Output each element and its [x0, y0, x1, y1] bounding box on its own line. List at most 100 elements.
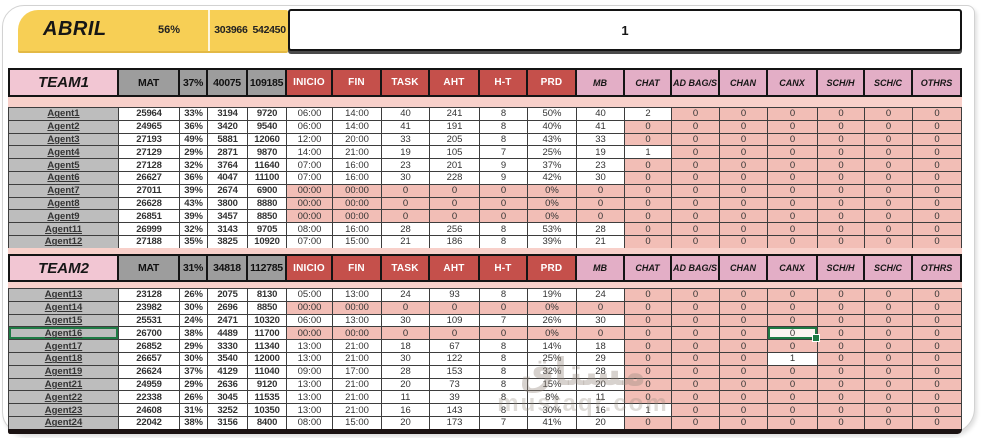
table-cell[interactable]: 0 — [913, 314, 962, 328]
table-cell[interactable]: 0 — [913, 327, 962, 341]
table-cell[interactable]: 13:00 — [333, 314, 382, 328]
table-cell[interactable]: 00:00 — [333, 184, 382, 198]
table-cell[interactable]: 43% — [528, 133, 577, 147]
table-cell[interactable]: 26657 — [119, 352, 180, 366]
table-cell[interactable]: 4489 — [208, 327, 248, 341]
table-cell[interactable]: 09:00 — [287, 365, 333, 379]
table-cell[interactable]: 21:00 — [333, 404, 382, 417]
table-cell[interactable]: 00:00 — [287, 327, 333, 341]
table-cell[interactable]: 0 — [672, 314, 720, 328]
table-cell[interactable]: 0 — [865, 289, 913, 302]
table-cell[interactable]: 0 — [818, 378, 865, 392]
agent-link[interactable]: Agent6 — [8, 171, 119, 185]
table-cell[interactable]: 5881 — [208, 133, 248, 147]
table-cell[interactable]: 0 — [720, 365, 768, 379]
table-cell[interactable]: 0 — [768, 197, 818, 211]
table-cell[interactable]: 2674 — [208, 184, 248, 198]
table-cell[interactable]: 0 — [720, 146, 768, 160]
column-header-fin[interactable]: FIN — [333, 68, 382, 97]
table-cell[interactable]: 53% — [528, 223, 577, 236]
table-cell[interactable]: 1 — [768, 352, 818, 366]
table-cell[interactable]: 241 — [430, 108, 480, 121]
table-cell[interactable]: 0 — [818, 159, 865, 172]
table-cell[interactable]: 00:00 — [287, 210, 333, 224]
table-cell[interactable]: 32% — [180, 223, 208, 236]
table-cell[interactable]: 205 — [430, 133, 480, 147]
table-cell[interactable]: 32% — [180, 159, 208, 172]
table-cell[interactable]: 0 — [913, 416, 962, 430]
table-cell[interactable]: 0 — [672, 108, 720, 121]
table-cell[interactable]: 0 — [672, 289, 720, 302]
table-cell[interactable]: 0 — [865, 171, 913, 185]
table-cell[interactable]: 0 — [768, 184, 818, 198]
table-cell[interactable]: 21:00 — [333, 391, 382, 405]
table-cell[interactable]: 0 — [625, 378, 672, 392]
table-cell[interactable]: 0 — [672, 184, 720, 198]
table-cell[interactable]: 0 — [913, 146, 962, 160]
table-cell[interactable]: 00:00 — [287, 301, 333, 315]
table-cell[interactable]: 28 — [382, 365, 430, 379]
table-cell[interactable]: 32% — [528, 365, 577, 379]
table-cell[interactable]: 0 — [865, 352, 913, 366]
table-cell[interactable]: 39% — [180, 184, 208, 198]
table-cell[interactable]: 0 — [818, 301, 865, 315]
column-header-mat[interactable]: MAT — [119, 68, 180, 97]
table-cell[interactable]: 0 — [818, 223, 865, 236]
table-cell[interactable]: 0 — [672, 378, 720, 392]
table-cell[interactable]: 0 — [720, 210, 768, 224]
table-cell[interactable]: 8 — [480, 404, 528, 417]
table-cell[interactable]: 0 — [768, 416, 818, 430]
table-cell[interactable]: 9720 — [248, 108, 287, 121]
table-cell[interactable]: 33 — [382, 133, 430, 147]
table-cell[interactable]: 25531 — [119, 314, 180, 328]
column-header-sch-h[interactable]: SCH/H — [818, 254, 865, 282]
column-header-ad-bag-s[interactable]: AD BAG/S — [672, 254, 720, 282]
table-cell[interactable]: 36% — [180, 171, 208, 185]
table-cell[interactable]: 40 — [577, 108, 625, 121]
table-cell[interactable]: 41 — [382, 120, 430, 134]
table-cell[interactable]: 93 — [430, 289, 480, 302]
table-cell[interactable]: 0 — [672, 301, 720, 315]
table-cell[interactable]: 0 — [913, 133, 962, 147]
table-cell[interactable]: 0 — [865, 327, 913, 341]
table-cell[interactable]: 0 — [625, 327, 672, 341]
table-cell[interactable]: 4129 — [208, 365, 248, 379]
table-cell[interactable]: 0 — [720, 159, 768, 172]
table-cell[interactable]: 173 — [430, 416, 480, 430]
table-cell[interactable]: 0 — [382, 184, 430, 198]
table-cell[interactable]: 3540 — [208, 352, 248, 366]
table-cell[interactable]: 0 — [818, 365, 865, 379]
table-cell[interactable]: 3143 — [208, 223, 248, 236]
table-cell[interactable]: 0 — [913, 184, 962, 198]
table-cell[interactable]: 29% — [180, 378, 208, 392]
table-cell[interactable]: 8130 — [248, 289, 287, 302]
table-cell[interactable]: 0 — [430, 184, 480, 198]
table-cell[interactable]: 18 — [577, 340, 625, 353]
table-cell[interactable]: 2636 — [208, 378, 248, 392]
table-cell[interactable]: 20 — [382, 378, 430, 392]
column-header-aht[interactable]: AHT — [430, 254, 480, 282]
table-cell[interactable]: 41% — [528, 416, 577, 430]
table-cell[interactable]: 0 — [720, 352, 768, 366]
table-cell[interactable]: 00:00 — [333, 301, 382, 315]
table-cell[interactable]: 19% — [528, 289, 577, 302]
column-header-inicio[interactable]: INICIO — [287, 68, 333, 97]
table-cell[interactable]: 0 — [720, 301, 768, 315]
table-cell[interactable]: 1 — [625, 146, 672, 160]
table-cell[interactable]: 8 — [480, 352, 528, 366]
table-cell[interactable]: 228 — [430, 171, 480, 185]
column-header-37[interactable]: 37% — [180, 68, 208, 97]
table-cell[interactable]: 0% — [528, 184, 577, 198]
table-cell[interactable]: 0 — [818, 391, 865, 405]
table-cell[interactable]: 8400 — [248, 416, 287, 430]
table-cell[interactable]: 24959 — [119, 378, 180, 392]
column-header-aht[interactable]: AHT — [430, 68, 480, 97]
table-cell[interactable]: 30% — [528, 404, 577, 417]
table-cell[interactable]: 20 — [382, 416, 430, 430]
table-cell[interactable]: 0 — [818, 289, 865, 302]
table-cell[interactable]: 21:00 — [333, 146, 382, 160]
column-header-task[interactable]: TASK — [382, 68, 430, 97]
table-cell[interactable]: 50% — [528, 108, 577, 121]
table-cell[interactable]: 00:00 — [287, 197, 333, 211]
table-cell[interactable]: 14:00 — [333, 108, 382, 121]
